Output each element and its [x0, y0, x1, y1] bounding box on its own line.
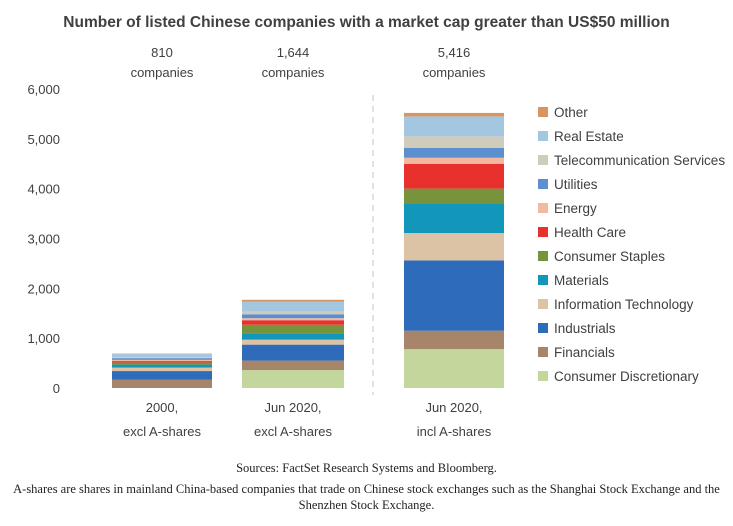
bar-segment [112, 357, 212, 359]
legend-item: Information Technology [538, 292, 725, 316]
legend-swatch [538, 179, 548, 189]
x-category-label: incl A-shares [417, 424, 492, 439]
bar-segment [242, 301, 344, 312]
legend-swatch [538, 131, 548, 141]
x-category-label: Jun 2020, [264, 400, 321, 415]
bar-segment [404, 147, 504, 158]
legend-item: Health Care [538, 220, 725, 244]
y-tick-label: 6,000 [27, 82, 60, 97]
legend-label: Financials [554, 344, 615, 360]
legend-label: Utilities [554, 176, 598, 192]
bar-total-unit: companies [131, 65, 194, 80]
legend-item: Consumer Staples [538, 244, 725, 268]
bar-segment [404, 157, 504, 164]
legend-label: Other [554, 104, 588, 120]
legend-swatch [538, 371, 548, 381]
legend-swatch [538, 107, 548, 117]
legend-item: Telecommunication Services [538, 148, 725, 172]
bar-segment [242, 370, 344, 388]
y-tick-label: 2,000 [27, 281, 60, 296]
bar-segment [242, 324, 344, 334]
legend-item: Materials [538, 268, 725, 292]
y-tick-label: 3,000 [27, 232, 60, 247]
bar-segment [112, 379, 212, 388]
bar-segment [242, 299, 344, 302]
y-tick-label: 1,000 [27, 331, 60, 346]
x-category-label: 2000, [146, 400, 179, 415]
bar-total-value: 5,416 [438, 45, 471, 60]
bar-total-unit: companies [262, 65, 325, 80]
legend-item: Industrials [538, 316, 725, 340]
legend-label: Industrials [554, 320, 616, 336]
bar-segment [404, 203, 504, 234]
bar-segment [404, 188, 504, 204]
bar-segment [404, 116, 504, 137]
y-tick-label: 0 [53, 381, 60, 396]
bar-segment [112, 364, 212, 368]
bar-segment [242, 333, 344, 340]
legend-item: Real Estate [538, 124, 725, 148]
bar-segment [242, 318, 344, 321]
bar-segment [112, 371, 212, 380]
bar-segment [242, 360, 344, 371]
legend-item: Consumer Discretionary [538, 364, 725, 388]
legend-swatch [538, 323, 548, 333]
legend-item: Financials [538, 340, 725, 364]
legend-swatch [538, 227, 548, 237]
legend-swatch [538, 347, 548, 357]
bar-segment [242, 344, 344, 361]
bar-segment [404, 260, 504, 331]
bar-segment [112, 359, 212, 362]
bar-segment [404, 233, 504, 261]
x-category-label: excl A-shares [123, 424, 202, 439]
bar-segment [404, 112, 504, 117]
chart-title: Number of listed Chinese companies with … [63, 14, 670, 31]
bar-segment [112, 358, 212, 360]
legend-label: Materials [554, 272, 609, 288]
legend-label: Consumer Discretionary [554, 368, 699, 384]
y-tick-label: 5,000 [27, 132, 60, 147]
legend-label: Health Care [554, 224, 627, 240]
bar-segment [242, 320, 344, 325]
legend-label: Real Estate [554, 128, 624, 144]
legend-swatch [538, 155, 548, 165]
bar-segment [404, 163, 504, 189]
bar-segment [242, 314, 344, 319]
legend-swatch [538, 203, 548, 213]
bar-segment [242, 311, 344, 315]
legend-swatch [538, 275, 548, 285]
legend-item: Energy [538, 196, 725, 220]
legend-item: Other [538, 100, 725, 124]
legend-swatch [538, 299, 548, 309]
legend: Other Real Estate Telecommunication Servic… [538, 100, 725, 388]
legend-swatch [538, 251, 548, 261]
x-category-label: Jun 2020, [425, 400, 482, 415]
a-shares-footnote: A-shares are shares in mainland China-ba… [13, 482, 720, 512]
bar-total-value: 810 [151, 45, 173, 60]
x-category-label: excl A-shares [254, 424, 333, 439]
legend-label: Telecommunication Services [554, 152, 726, 168]
legend-label: Information Technology [554, 296, 694, 312]
bar-segment [112, 361, 212, 363]
legend-label: Consumer Staples [554, 248, 666, 264]
source-note: Sources: FactSet Research Systems and Bl… [236, 461, 497, 475]
bar-segment [112, 354, 212, 358]
bar-segment [112, 367, 212, 372]
y-tick-label: 4,000 [27, 182, 60, 197]
bar-segment [242, 339, 344, 345]
bar-segment [404, 136, 504, 148]
legend-item: Utilities [538, 172, 725, 196]
bar-total-unit: companies [423, 65, 486, 80]
bar-segment [404, 330, 504, 350]
bar-segment [112, 362, 212, 365]
bar-segment [404, 349, 504, 388]
bar-total-value: 1,644 [277, 45, 310, 60]
legend-label: Energy [554, 200, 597, 216]
